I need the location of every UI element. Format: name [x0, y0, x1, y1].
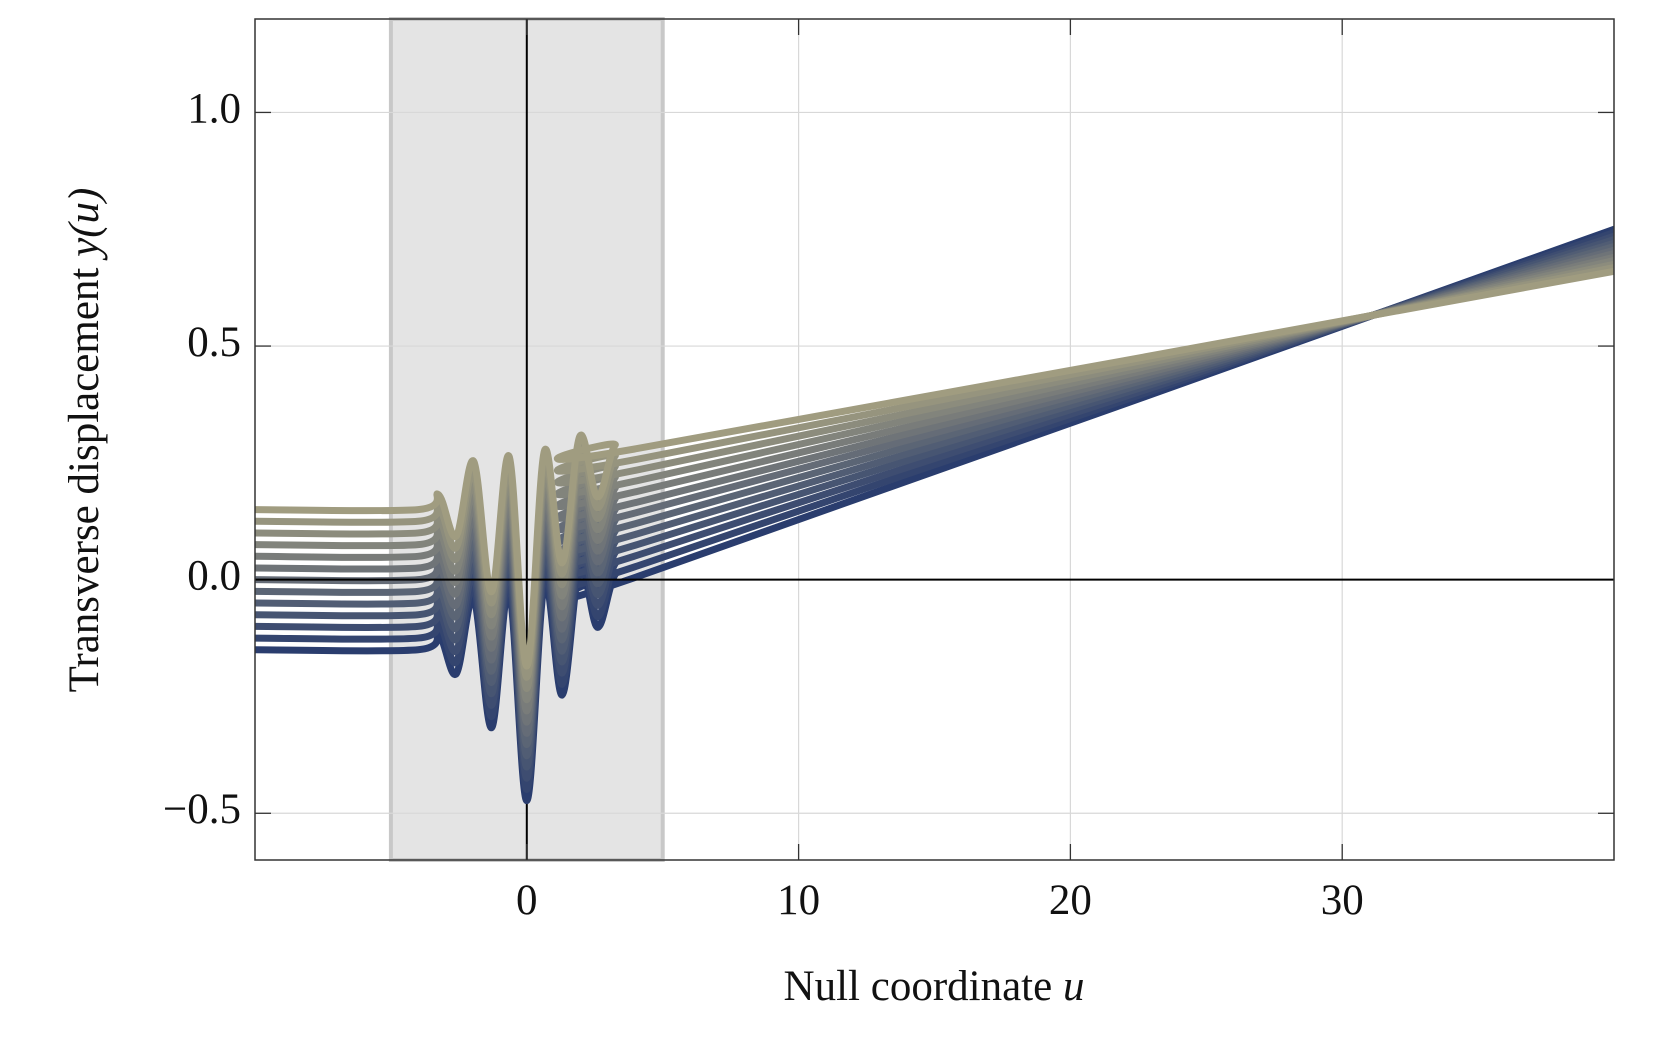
x-axis-label-math: u — [1063, 963, 1085, 1010]
y-tick-label: 1.0 — [187, 85, 241, 132]
plot-frame — [254, 18, 1615, 861]
y-tick-label: 0.5 — [187, 319, 241, 366]
x-tick-label: 10 — [777, 877, 820, 924]
y-axis-label-math: y(u) — [61, 188, 108, 261]
x-tick-label: 20 — [1049, 877, 1092, 924]
series-line — [255, 267, 1614, 670]
x-tick-label: 30 — [1321, 877, 1364, 924]
y-axis-label-text: Transverse displacement — [61, 257, 108, 692]
x-axis-label: Null coordinate u — [784, 963, 1085, 1010]
y-axis-label: Transverse displacement y(u) — [61, 188, 108, 693]
y-tick-label: −0.5 — [163, 786, 241, 833]
lines-layer — [255, 225, 1614, 805]
x-axis-label-text: Null coordinate — [784, 963, 1063, 1010]
foreground-layer: 0 10 20 30 −0.5 0.0 0.5 1.0 — [163, 18, 1615, 924]
y-tick-label: 0.0 — [187, 553, 241, 600]
x-tick-label: 0 — [516, 877, 538, 924]
